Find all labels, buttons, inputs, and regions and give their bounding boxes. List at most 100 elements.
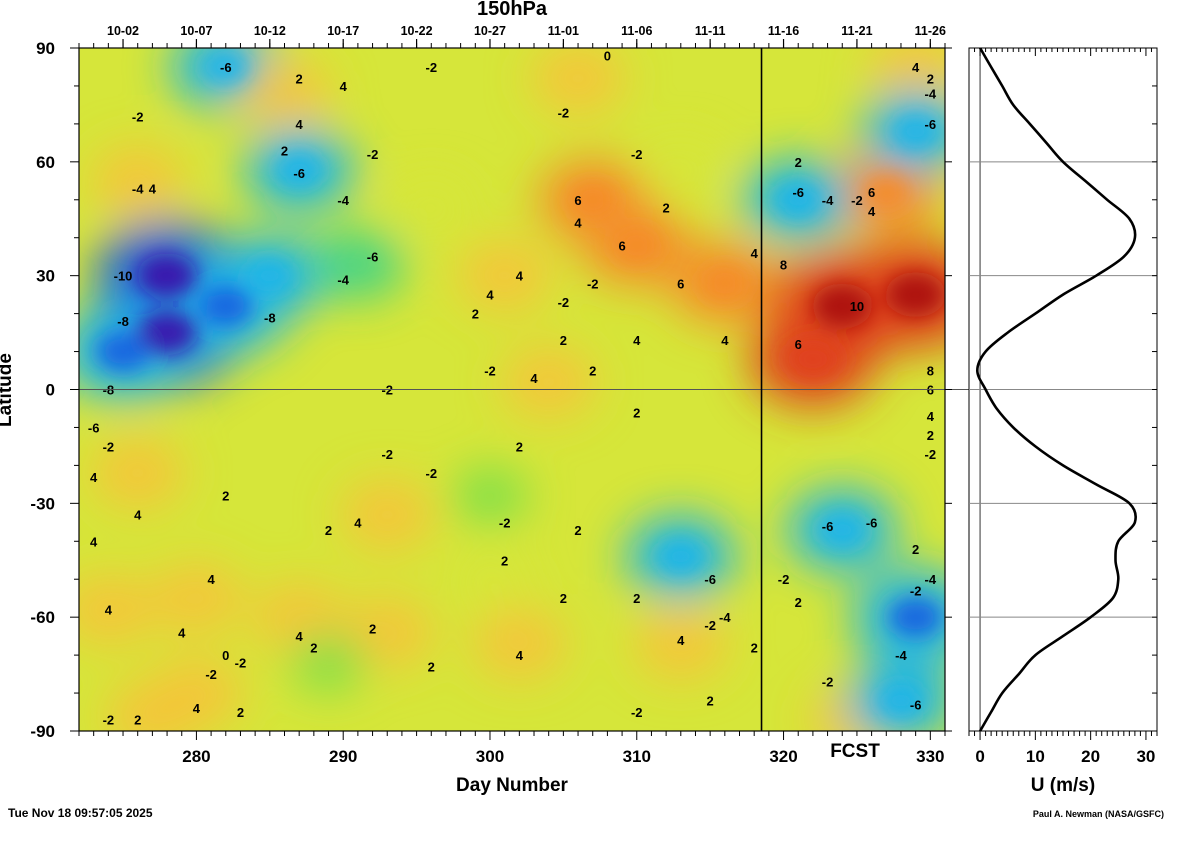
heatmap-cell: [451, 466, 529, 525]
contour-label: -2: [558, 106, 570, 121]
x-tick-label: 310: [623, 747, 651, 766]
contour-label: -6: [704, 572, 716, 587]
date-tick-label: 11-21: [841, 24, 872, 38]
heatmap-cell: [237, 57, 332, 130]
date-tick-label: 11-06: [621, 24, 652, 38]
contour-label: 2: [574, 523, 581, 538]
contour-label: -4: [925, 87, 937, 102]
heatmap-cell: [290, 633, 367, 692]
heatmap-core: [892, 114, 939, 149]
x-axis-title: Day Number: [456, 775, 569, 796]
profile-x-tick-label: 20: [1081, 747, 1100, 766]
contour-label: 2: [927, 428, 934, 443]
heatmap-core: [137, 253, 198, 299]
contour-label: -2: [851, 193, 863, 208]
date-tick-label: 11-26: [915, 24, 946, 38]
contour-label: -6: [866, 515, 878, 530]
contour-label: 4: [296, 117, 304, 132]
contour-label: 6: [574, 193, 581, 208]
heatmap-core: [819, 512, 866, 547]
date-tick-label: 10-02: [107, 24, 139, 38]
heatmap-core: [878, 683, 924, 718]
profile-x-title: U (m/s): [1031, 775, 1095, 796]
contour-label: 2: [310, 641, 317, 656]
contour-label: -2: [103, 439, 115, 454]
heatmap-core: [657, 539, 704, 574]
contour-label: 4: [178, 625, 186, 640]
contour-label: 2: [501, 553, 508, 568]
y-tick-label: 30: [36, 267, 55, 286]
heatmap-core: [202, 49, 249, 85]
contour-label: 4: [868, 204, 876, 219]
heatmap-core: [276, 152, 322, 187]
contour-label: 8: [780, 257, 787, 272]
heatmap-cell: [501, 346, 596, 418]
heatmap-cell: [149, 657, 244, 729]
heatmap-core: [613, 228, 660, 263]
heatmap-cell: [457, 239, 552, 312]
contour-label: -6: [792, 185, 804, 200]
contour-label: -4: [925, 572, 937, 587]
heatmap-cell: [642, 140, 720, 199]
heatmap-core: [812, 283, 873, 329]
contour-label: -2: [910, 584, 922, 599]
contour-label: 4: [134, 508, 142, 523]
heatmap-cell: [79, 573, 156, 646]
contour-label: 6: [795, 337, 802, 352]
profile-x-tick-label: 30: [1136, 747, 1155, 766]
contour-label: -4: [337, 272, 349, 287]
contour-label: -4: [132, 181, 144, 196]
contour-label: 4: [90, 470, 98, 485]
contour-label: 10: [850, 299, 864, 314]
contour-label: 2: [237, 705, 244, 720]
contour-label: -2: [631, 705, 643, 720]
date-tick-label: 10-12: [254, 24, 286, 38]
contour-label: 2: [472, 307, 479, 322]
x-tick-label: 280: [182, 747, 210, 766]
contour-label: -6: [910, 697, 922, 712]
heatmap-cell: [340, 478, 435, 551]
contour-label: 4: [912, 60, 920, 75]
heatmap-cell: [868, 48, 945, 103]
contour-label: 4: [751, 246, 759, 261]
date-tick-label: 10-07: [180, 24, 212, 38]
heatmap-core: [889, 597, 943, 637]
contour-label: -6: [822, 519, 834, 534]
forecast-label: FCST: [830, 741, 880, 762]
heatmap-core: [247, 258, 293, 293]
date-tick-label: 11-01: [548, 24, 579, 38]
contour-label: -2: [778, 572, 790, 587]
x-tick-label: 320: [769, 747, 797, 766]
contour-label: 4: [516, 648, 524, 663]
contour-label: -6: [925, 117, 937, 132]
y-tick-label: 0: [46, 381, 55, 400]
date-tick-label: 11-11: [695, 24, 726, 38]
contour-label: 2: [795, 595, 802, 610]
heatmap-cell: [633, 607, 728, 680]
contour-label: 4: [927, 409, 935, 424]
y-tick-label: -60: [30, 608, 55, 627]
contour-label: 2: [560, 591, 567, 606]
y-tick-label: 60: [36, 153, 55, 172]
contour-label: -2: [132, 109, 144, 124]
contour-label: 0: [222, 648, 229, 663]
contour-label: 4: [721, 333, 729, 348]
contour-label: 4: [105, 603, 113, 618]
date-tick-label: 11-16: [768, 24, 799, 38]
heatmap-core: [702, 266, 748, 301]
contour-label: 2: [795, 155, 802, 170]
contour-label: -2: [822, 675, 834, 690]
contour-label: -6: [367, 250, 379, 265]
contour-label: 6: [677, 276, 684, 291]
contour-label: 4: [354, 515, 362, 530]
wind-profile-line: [975, 47, 1137, 732]
contour-label: -6: [293, 166, 305, 181]
heatmap-core: [137, 310, 198, 356]
contour-label: -2: [367, 147, 379, 162]
contour-label: 4: [574, 216, 582, 231]
profile-x-tick-label: 0: [975, 747, 984, 766]
contour-label: -2: [631, 147, 643, 162]
